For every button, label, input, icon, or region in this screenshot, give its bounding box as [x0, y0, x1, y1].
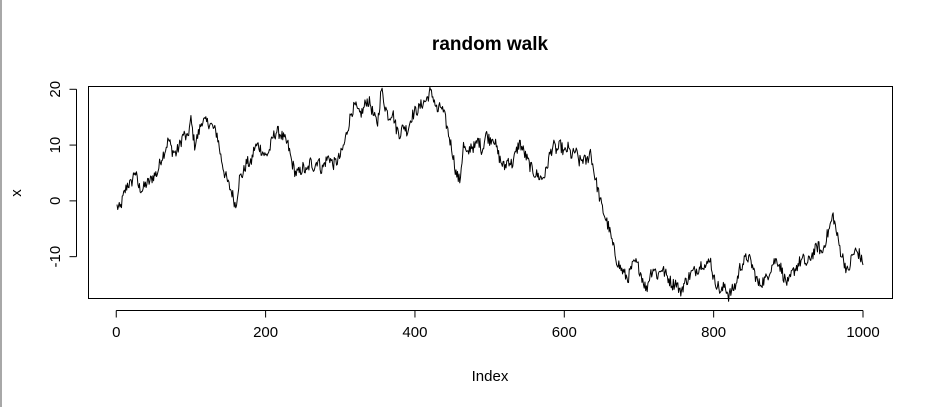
y-tick-label: 20 — [47, 81, 64, 98]
window-edge — [0, 0, 2, 407]
y-tick-label: 10 — [47, 137, 64, 154]
x-tick-label: 200 — [253, 324, 278, 341]
x-tick-label: 0 — [112, 324, 120, 341]
x-tick-label: 800 — [701, 324, 726, 341]
x-axis: 0 200 400 600 800 1000 — [112, 310, 880, 341]
x-axis-label: Index — [472, 368, 509, 385]
y-tick-label: -10 — [47, 246, 64, 268]
random-walk-line — [116, 86, 864, 302]
x-tick-label: 400 — [402, 324, 427, 341]
chart-title: random walk — [432, 34, 549, 55]
y-axis: -10 0 10 20 — [47, 81, 77, 268]
x-tick-label: 1000 — [846, 324, 879, 341]
x-tick-label: 600 — [552, 324, 577, 341]
plot-box — [88, 86, 893, 299]
y-axis-label: x — [8, 189, 25, 197]
y-tick-label: 0 — [47, 197, 64, 205]
